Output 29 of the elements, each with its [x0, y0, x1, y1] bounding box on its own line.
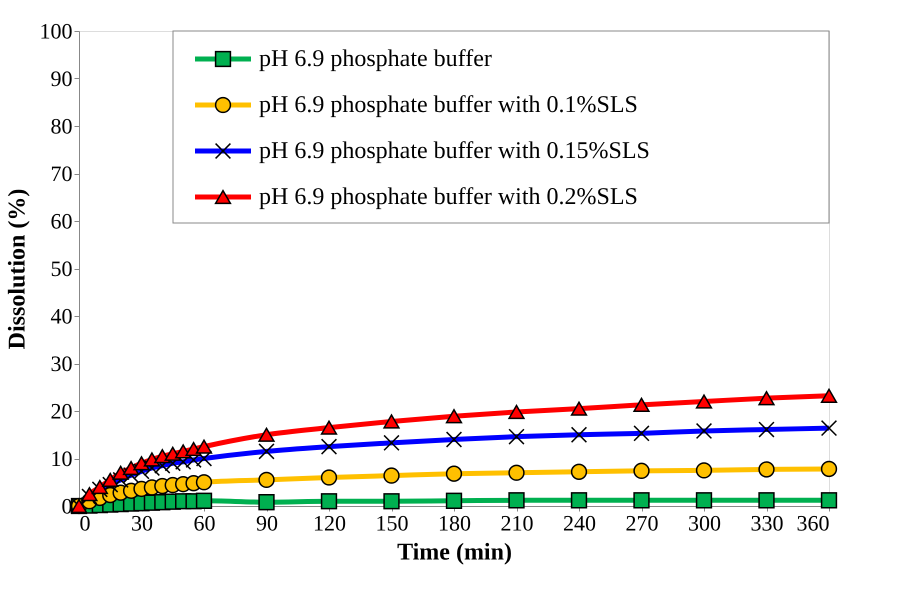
- x-tick-label: 360: [796, 510, 830, 536]
- y-tick-label: 80: [50, 114, 72, 138]
- x-tick-label: 300: [688, 510, 721, 536]
- x-tick-label: 270: [626, 510, 658, 536]
- x-tick-label: 30: [131, 510, 153, 536]
- legend-label: pH 6.9 phosphate buffer with 0.2%SLS: [259, 184, 638, 210]
- x-tick-label: 120: [313, 510, 346, 536]
- y-tick-label: 100: [40, 18, 72, 44]
- y-tick-label: 20: [50, 398, 72, 424]
- y-tick-label: 10: [50, 446, 72, 471]
- x-tick-label: 60: [194, 510, 216, 536]
- y-tick-label: 50: [50, 256, 72, 281]
- y-axis-title: Dissolution (%): [4, 188, 30, 350]
- x-tick-label: 150: [376, 510, 408, 536]
- y-tick-label: 40: [50, 304, 72, 328]
- x-tick-label: 240: [563, 510, 596, 536]
- x-tick-label: 0: [80, 510, 90, 536]
- y-tick-label: 70: [50, 161, 72, 186]
- legend-label: pH 6.9 phosphate buffer: [259, 46, 492, 72]
- y-tick-label: 90: [50, 66, 72, 91]
- legend-label: pH 6.9 phosphate buffer with 0.1%SLS: [259, 92, 638, 118]
- x-tick-label: 90: [256, 510, 278, 536]
- x-tick-label: 330: [750, 510, 784, 536]
- x-tick-label: 180: [438, 510, 471, 536]
- x-tick-label: 210: [500, 510, 534, 536]
- y-tick-label: 60: [50, 208, 72, 234]
- x-axis-title: Time (min): [397, 540, 512, 566]
- y-tick-label: 30: [50, 351, 72, 376]
- legend-label: pH 6.9 phosphate buffer with 0.15%SLS: [259, 138, 650, 164]
